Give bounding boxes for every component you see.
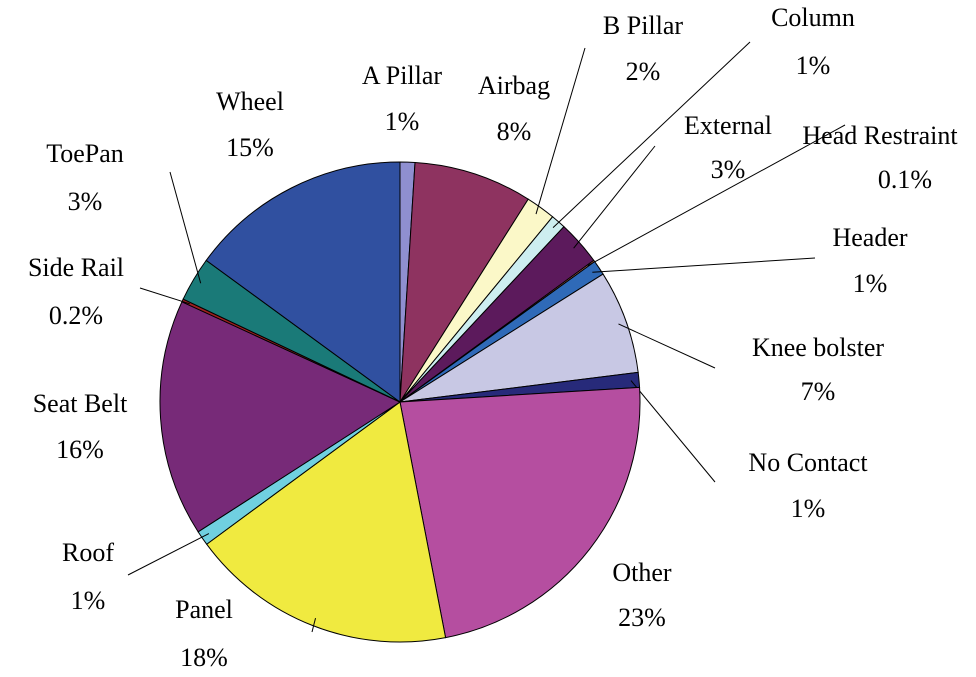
slice-label: Header (832, 223, 907, 252)
leader-line (592, 257, 816, 273)
pie-slice (205, 161, 401, 403)
slice-label: Airbag (478, 71, 550, 100)
slice-label: Other (612, 558, 672, 587)
slice-value-label: 1% (853, 269, 888, 298)
slice-value-label: 7% (801, 377, 836, 406)
slice-value-label: 1% (71, 586, 106, 615)
slice-label: Knee bolster (752, 333, 884, 362)
slice-label: Column (771, 3, 855, 32)
leader-line (311, 617, 316, 633)
leader-line (139, 287, 190, 305)
slice-label: No Contact (748, 448, 868, 477)
slice-value-label: 15% (226, 133, 274, 162)
slice-value-label: 1% (796, 51, 831, 80)
slice-value-label: 1% (385, 107, 420, 136)
leader-line (618, 323, 716, 369)
slice-value-label: 16% (56, 435, 104, 464)
slice-value-label: 18% (180, 643, 228, 672)
pie-slice (205, 401, 447, 643)
leader-line (573, 145, 656, 249)
slice-value-label: 3% (711, 155, 746, 184)
slice-value-label: 1% (791, 494, 826, 523)
pie-slice (399, 386, 641, 639)
slice-label: Panel (175, 595, 233, 624)
leader-line (587, 124, 846, 267)
leader-line (169, 171, 202, 284)
slice-value-label: 23% (618, 603, 666, 632)
slice-value-label: 2% (626, 57, 661, 86)
slice-label: Wheel (216, 87, 284, 116)
pie-slice (399, 273, 639, 403)
slice-value-label: 0.1% (878, 165, 932, 194)
slice-label: B Pillar (603, 11, 684, 40)
leader-line (535, 47, 586, 215)
leader-line (127, 533, 210, 576)
slice-label: ToePan (46, 139, 124, 168)
pie-slice (159, 301, 402, 533)
slice-value-label: 3% (68, 187, 103, 216)
slice-label: Seat Belt (33, 389, 128, 418)
slice-label: Roof (62, 538, 114, 567)
slice-value-label: 0.2% (49, 301, 103, 330)
slice-label: Side Rail (28, 253, 124, 282)
slice-label: A Pillar (362, 61, 443, 90)
slice-label: Head Restraint (802, 121, 958, 150)
slice-label: External (684, 111, 772, 140)
slice-value-label: 8% (497, 117, 532, 146)
leader-line (552, 41, 751, 229)
leader-line (630, 380, 716, 483)
pie-slice (399, 161, 529, 403)
